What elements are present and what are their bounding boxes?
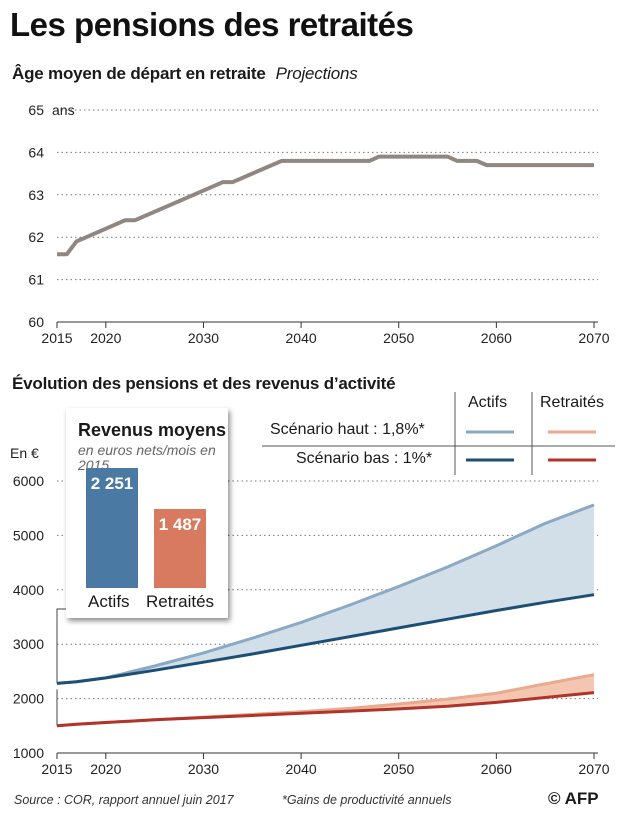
revenue-chart: 1000 2000 3000 4000 5000 6000 En € 2015 2020 2030… xyxy=(10,445,610,777)
page-title: Les pensions des retraités xyxy=(10,6,414,43)
revenue-y-unit: En € xyxy=(10,445,39,461)
revenue-x-tick-label: 2070 xyxy=(578,761,609,777)
revenue-x-tick-label: 2040 xyxy=(286,761,317,777)
revenue-x-tick-label: 2050 xyxy=(383,761,414,777)
productivity-note: *Gains de productivité annuels xyxy=(282,793,452,807)
legend-col-actifs: Actifs xyxy=(468,394,508,411)
age-y-tick-label: 62 xyxy=(28,229,44,245)
legend-row-haut: Scénario haut : 1,8%* xyxy=(270,421,425,438)
retraites-scenario-band xyxy=(57,674,594,726)
retraites-bas-line xyxy=(56,691,595,728)
inset-connector-actifs xyxy=(56,608,66,684)
legend-row-bas: Scénario bas : 1%* xyxy=(296,450,433,467)
legend-grid xyxy=(262,392,615,475)
age-y-tick-label: 65 xyxy=(28,102,44,118)
inset-bar-actifs-value: 2 251 xyxy=(90,474,134,493)
actifs-bas-line xyxy=(56,593,595,685)
age-x-tick-label: 2030 xyxy=(188,330,219,346)
chart1-title: Âge moyen de départ en retraite xyxy=(12,64,266,83)
age-series-line xyxy=(57,154,594,257)
age-x-tick-label: 2060 xyxy=(481,330,512,346)
actifs-scenario-band xyxy=(57,504,594,684)
age-y-tick-label: 61 xyxy=(28,272,44,288)
inset-cat-actifs: Actifs xyxy=(88,592,130,611)
revenue-y-tick-label: 1000 xyxy=(13,745,44,761)
revenue-y-tick-label: 4000 xyxy=(13,582,44,598)
legend-col-retraites: Retraités xyxy=(540,394,605,411)
inset-cat-retraites: Retraités xyxy=(146,592,215,611)
chart1-subtitle: Projections xyxy=(275,64,358,83)
revenue-y-tick-label: 2000 xyxy=(13,691,44,707)
chart1-title-block: Âge moyen de départ en retraite Projectio… xyxy=(12,64,358,84)
age-y-unit: ans xyxy=(52,102,75,118)
age-x-tick-label: 2015 xyxy=(41,330,72,346)
revenue-x-tick-label: 2015 xyxy=(41,761,72,777)
inset-title: Revenus moyens xyxy=(78,420,227,440)
revenue-x-tick-label: 2060 xyxy=(481,761,512,777)
age-x-tick-label: 2070 xyxy=(578,330,609,346)
revenue-x-tick-label: 2020 xyxy=(90,761,121,777)
age-x-tick-label: 2020 xyxy=(90,330,121,346)
age-x-tick-label: 2050 xyxy=(383,330,414,346)
inset-bar-retraites-value: 1 487 xyxy=(158,514,202,534)
afp-credit: © AFP xyxy=(548,789,599,808)
age-x-tick-label: 2040 xyxy=(286,330,317,346)
revenus-moyens-inset: Revenus moyens en euros nets/mois en 201… xyxy=(66,408,228,618)
revenue-x-tick-label: 2030 xyxy=(188,761,219,777)
source-note: Source : COR, rapport annuel juin 2017 xyxy=(14,793,234,807)
revenue-y-tick-label: 5000 xyxy=(13,527,44,543)
chart2-title: Évolution des pensions et des revenus d’… xyxy=(12,374,396,393)
revenue-y-tick-label: 3000 xyxy=(13,636,44,652)
age-y-tick-label: 60 xyxy=(28,314,44,330)
inset-bar-actifs: 2 251 xyxy=(86,468,138,588)
inset-bar-retraites: 1 487 xyxy=(154,508,206,588)
revenue-y-tick-label: 6000 xyxy=(13,473,44,489)
age-chart: 60 61 62 63 64 65 ans 2015 2020 2030 2040 2050 2060 2… xyxy=(28,102,609,346)
age-y-tick-label: 64 xyxy=(28,144,44,160)
age-y-tick-label: 63 xyxy=(28,187,44,203)
